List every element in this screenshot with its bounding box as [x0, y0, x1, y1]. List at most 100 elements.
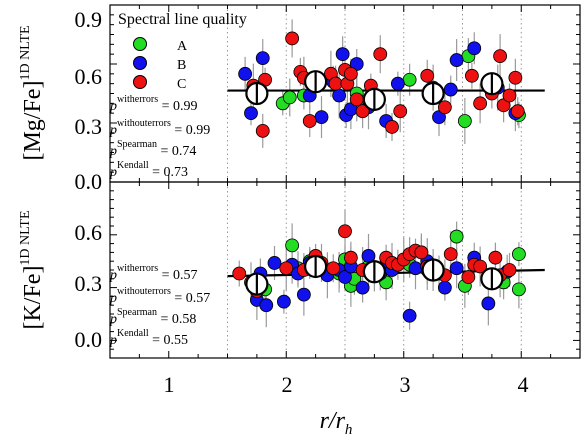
legend: Spectral line quality A B C: [118, 11, 247, 92]
data-point: [473, 96, 488, 111]
data-point: [285, 31, 300, 46]
data-point: [508, 70, 523, 85]
data-point: [390, 76, 405, 91]
data-point: [259, 298, 274, 313]
data-point: [488, 250, 503, 265]
data-point: [402, 72, 417, 87]
stat-sup: Spearman: [117, 307, 157, 318]
data-point: [338, 224, 352, 239]
top-ytick-label: 0.3: [75, 114, 103, 139]
data-point: [443, 82, 458, 97]
data-point: [420, 68, 435, 83]
data-point: [279, 261, 294, 276]
top-y-axis-label-sup: 1D NLTE: [18, 25, 33, 80]
data-point: [473, 259, 488, 274]
top-y-axis-label: [Mg/Fe]1D NLTE: [18, 25, 46, 160]
data-point: [467, 41, 482, 56]
stat-sup: Kendall: [117, 160, 149, 171]
stat-line: pSpearman = 0.58: [109, 307, 196, 327]
top-ytick-label: 0.9: [75, 7, 103, 32]
legend-marker-a: [133, 37, 147, 51]
bottom-stats: pwitherrors = 0.57 pwithouterrors = 0.57…: [109, 263, 210, 348]
stat-sup: Kendall: [117, 328, 149, 339]
data-point: [449, 229, 464, 244]
data-point: [332, 88, 347, 103]
binned-mean-markers: [245, 70, 504, 296]
data-point: [502, 88, 517, 103]
data-point: [343, 66, 358, 81]
data-point: [355, 280, 370, 295]
bottom-y-axis-label-sup: 1D NLTE: [18, 210, 33, 265]
data-point: [314, 110, 329, 124]
stat-value: = 0.73: [149, 165, 188, 180]
data-point: [238, 66, 253, 81]
data-point: [385, 120, 399, 134]
legend-marker-c: [133, 75, 147, 89]
bottom-ytick-label: 0.3: [75, 271, 103, 296]
stat-sup: Spearman: [117, 139, 157, 150]
xtick-label: 1: [164, 372, 175, 397]
data-point: [373, 47, 388, 62]
xtick-label: 3: [400, 372, 411, 397]
data-point: [414, 245, 429, 260]
data-point: [255, 51, 270, 65]
data-point: [457, 114, 472, 128]
stat-value: = 0.99: [171, 123, 210, 138]
data-point: [408, 261, 423, 276]
stat-line: pwitherrors = 0.57: [109, 263, 198, 283]
x-axis-label-main: r/r: [320, 408, 346, 434]
stat-value: = 0.74: [157, 144, 196, 159]
stat-sup: withouterrors: [117, 286, 171, 297]
data-point: [296, 287, 311, 302]
data-point: [502, 263, 517, 277]
xtick-label: 2: [282, 372, 293, 397]
data-point: [449, 53, 464, 67]
stat-value: = 0.99: [158, 99, 197, 114]
bottom-y-axis-label-main: [K/Fe]: [20, 266, 46, 330]
data-point: [255, 123, 270, 138]
top-ytick-label: 0.0: [75, 169, 103, 194]
data-point: [464, 68, 479, 83]
data-point: [437, 280, 452, 295]
data-point: [285, 238, 300, 253]
legend-title: Spectral line quality: [118, 11, 247, 28]
data-point: [443, 247, 458, 262]
stat-value: = 0.57: [171, 291, 210, 306]
data-point: [335, 47, 350, 62]
data-point: [510, 104, 525, 119]
stat-line: pKendall = 0.55: [109, 328, 188, 348]
data-point: [437, 100, 452, 115]
data-point: [302, 114, 317, 128]
bottom-ytick-label: 0.6: [75, 220, 103, 245]
data-point: [267, 256, 282, 270]
bottom-ytick-label: 0.0: [75, 327, 103, 352]
stat-line: pSpearman = 0.74: [109, 139, 196, 159]
data-point: [481, 296, 496, 311]
stat-value: = 0.57: [158, 268, 197, 283]
xtick-label: 4: [518, 372, 529, 397]
data-point: [512, 282, 526, 297]
stat-sup: withouterrors: [117, 118, 171, 129]
stat-line: pKendall = 0.73: [109, 160, 188, 180]
top-stats: pwitherrors = 0.99 pwithouterrors = 0.99…: [109, 94, 210, 180]
data-point: [343, 250, 358, 265]
data-point: [232, 266, 247, 281]
data-point: [493, 49, 508, 64]
data-point: [338, 270, 352, 284]
stat-sup: witherrors: [117, 94, 158, 105]
data-point: [393, 104, 408, 119]
axis-ticks: [109, 4, 581, 359]
x-axis-label: r/rh: [320, 408, 353, 438]
legend-label-c: C: [177, 77, 186, 92]
stat-value: = 0.55: [149, 333, 188, 348]
data-point: [449, 261, 464, 276]
bottom-y-axis-label: [K/Fe]1D NLTE: [18, 210, 46, 329]
top-ytick-label: 0.6: [75, 64, 103, 89]
data-point: [512, 247, 526, 262]
data-point: [244, 106, 258, 121]
x-axis-label-sub: h: [345, 422, 353, 438]
data-point: [276, 294, 291, 309]
stat-line: pwithouterrors = 0.57: [109, 286, 210, 306]
legend-label-b: B: [177, 58, 186, 73]
